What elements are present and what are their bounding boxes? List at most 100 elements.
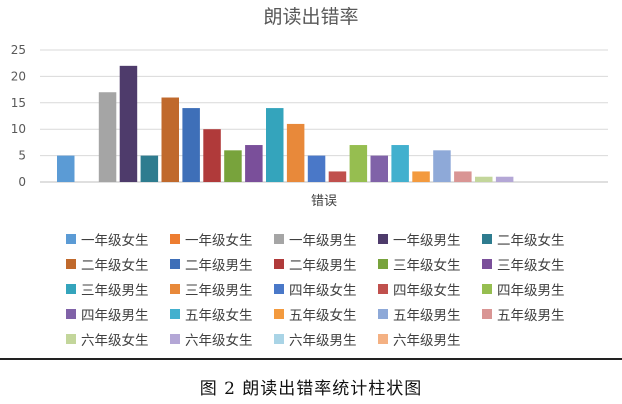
legend-label: 三年级男生 — [185, 283, 253, 299]
legend-swatch — [66, 309, 76, 319]
legend-label: 一年级女生 — [185, 233, 253, 249]
divider-line — [0, 358, 622, 360]
legend-swatch — [482, 259, 492, 269]
bar — [245, 145, 263, 182]
legend-swatch — [274, 234, 284, 244]
legend-item: 五年级女生 — [170, 304, 274, 324]
bar — [391, 145, 409, 182]
legend-swatch — [482, 309, 492, 319]
legend-label: 二年级女生 — [497, 233, 565, 249]
legend-label: 二年级女生 — [81, 258, 149, 274]
legend-label: 五年级女生 — [289, 308, 357, 324]
bar — [266, 108, 284, 182]
legend-item: 一年级男生 — [274, 229, 378, 249]
legend-swatch — [274, 309, 284, 319]
bar — [307, 155, 326, 182]
legend-swatch — [482, 284, 492, 294]
legend-item: 五年级男生 — [482, 304, 586, 324]
legend-item: 三年级男生 — [170, 279, 274, 299]
legend-item: 四年级女生 — [378, 279, 482, 299]
legend-label: 五年级女生 — [185, 308, 253, 324]
legend-item: 三年级女生 — [482, 254, 586, 274]
legend-item: 六年级男生 — [378, 329, 482, 349]
legend-swatch — [378, 334, 388, 344]
y-tick-label: 0 — [18, 175, 26, 189]
x-axis-label: 错误 — [311, 194, 337, 209]
legend-label: 五年级男生 — [497, 308, 565, 324]
legend-item: 一年级男生 — [378, 229, 482, 249]
legend-swatch — [170, 259, 180, 269]
bar — [98, 92, 117, 182]
y-tick-label: 10 — [11, 122, 26, 136]
legend-swatch — [170, 334, 180, 344]
legend-item: 四年级男生 — [482, 279, 586, 299]
legend-swatch — [66, 234, 76, 244]
legend-swatch — [482, 234, 492, 244]
legend-swatch — [274, 284, 284, 294]
legend-swatch — [274, 334, 284, 344]
legend-label: 五年级男生 — [393, 308, 461, 324]
y-tick-label: 5 — [18, 149, 26, 163]
legend-item: 一年级女生 — [66, 229, 170, 249]
legend-swatch — [170, 234, 180, 244]
bar — [161, 97, 179, 182]
figure-caption: 图 2 朗读出错率统计柱状图 — [199, 379, 423, 399]
bar-chart: 0 5 10 15 20 25 错误 — [11, 43, 608, 209]
legend-item: 二年级男生 — [274, 254, 378, 274]
bar — [119, 65, 138, 182]
y-tick-label: 25 — [11, 43, 26, 57]
legend-label: 三年级女生 — [497, 258, 565, 274]
chart-legend: 一年级女生 一年级女生 一年级男生 一年级男生 二年级女生 二年级女生 二年级男生 二年级男生… — [66, 229, 622, 349]
legend-swatch — [170, 284, 180, 294]
legend-item: 五年级女生 — [274, 304, 378, 324]
legend-swatch — [274, 259, 284, 269]
bar — [370, 155, 388, 182]
legend-item: 六年级女生 — [66, 329, 170, 349]
legend-item: 三年级女生 — [378, 254, 482, 274]
legend-label: 四年级女生 — [393, 283, 461, 299]
bar — [57, 155, 75, 182]
legend-swatch — [378, 234, 388, 244]
legend-label: 三年级男生 — [81, 283, 149, 299]
legend-item: 六年级女生 — [170, 329, 274, 349]
legend-item: 六年级男生 — [274, 329, 378, 349]
legend-item: 二年级男生 — [170, 254, 274, 274]
legend-swatch — [66, 259, 76, 269]
legend-item: 四年级女生 — [274, 279, 378, 299]
legend-label: 二年级男生 — [185, 258, 253, 274]
y-tick-label: 20 — [11, 69, 26, 83]
legend-label: 六年级男生 — [393, 333, 461, 349]
legend-swatch — [378, 259, 388, 269]
legend-item: 二年级女生 — [66, 254, 170, 274]
legend-label: 六年级男生 — [289, 333, 357, 349]
bar — [224, 150, 242, 182]
legend-swatch — [378, 309, 388, 319]
bar — [349, 145, 368, 182]
bar — [140, 155, 159, 182]
chart-title: 朗读出错率 — [263, 6, 359, 28]
legend-label: 一年级男生 — [289, 233, 357, 249]
bar — [495, 176, 514, 182]
bar — [203, 129, 221, 182]
bar — [182, 108, 200, 182]
legend-label: 四年级男生 — [497, 283, 565, 299]
legend-label: 四年级男生 — [81, 308, 149, 324]
bar — [454, 171, 472, 182]
legend-label: 二年级男生 — [289, 258, 357, 274]
legend-swatch — [170, 309, 180, 319]
y-tick-label: 15 — [11, 96, 26, 110]
legend-item: 五年级男生 — [378, 304, 482, 324]
legend-item: 三年级男生 — [66, 279, 170, 299]
legend-item: 二年级女生 — [482, 229, 586, 249]
bar — [433, 150, 451, 182]
legend-item: 一年级女生 — [170, 229, 274, 249]
legend-label: 四年级女生 — [289, 283, 357, 299]
bar — [286, 123, 305, 182]
bar — [475, 176, 493, 182]
legend-label: 三年级女生 — [393, 258, 461, 274]
legend-label: 一年级女生 — [81, 233, 149, 249]
legend-swatch — [66, 284, 76, 294]
legend-label: 六年级女生 — [185, 333, 253, 349]
legend-item: 四年级男生 — [66, 304, 170, 324]
legend-swatch — [378, 284, 388, 294]
